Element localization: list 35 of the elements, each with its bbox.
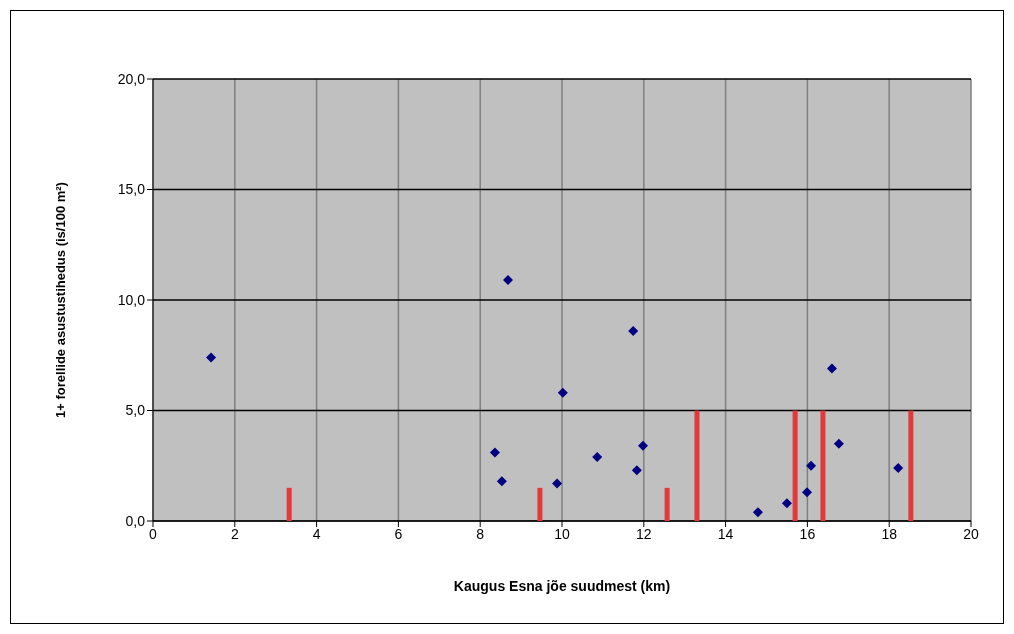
point [489, 447, 500, 458]
point [806, 460, 817, 471]
point [833, 438, 844, 449]
x-tick-label: 20 [963, 525, 979, 542]
point [503, 275, 514, 286]
x-tick-label: 12 [636, 525, 652, 542]
x-tick-label: 4 [312, 525, 321, 542]
point [592, 451, 603, 462]
point [557, 387, 568, 398]
x-tick-label: 18 [881, 525, 898, 542]
x-tick-label: 6 [394, 525, 403, 542]
point [552, 478, 563, 489]
y-tick-label: 10,0 [117, 291, 146, 308]
y-tick-label: 15,0 [117, 181, 146, 198]
point [206, 352, 217, 363]
x-axis-title: Kaugus Esna jõe suudmest (km) [453, 578, 671, 594]
point [826, 363, 837, 374]
point [752, 507, 763, 518]
point [893, 462, 904, 473]
y-tick-label: 20,0 [117, 70, 146, 87]
x-tick-label: 0 [149, 525, 158, 542]
y-tick-label: 0,0 [125, 512, 146, 529]
point [781, 498, 792, 509]
y-axis-title: 1+ forellide asustustihedus (is/100 m²) [52, 182, 68, 418]
x-tick-label: 16 [799, 525, 816, 542]
x-tick-label: 2 [230, 525, 239, 542]
x-tick-label: 10 [554, 525, 570, 542]
x-tick-label: 8 [476, 525, 485, 542]
point [631, 465, 642, 476]
point [496, 476, 507, 487]
y-tick-label: 5,0 [125, 402, 146, 419]
point [637, 440, 648, 451]
point [801, 487, 812, 498]
point [628, 325, 639, 336]
x-tick-label: 14 [717, 525, 734, 542]
